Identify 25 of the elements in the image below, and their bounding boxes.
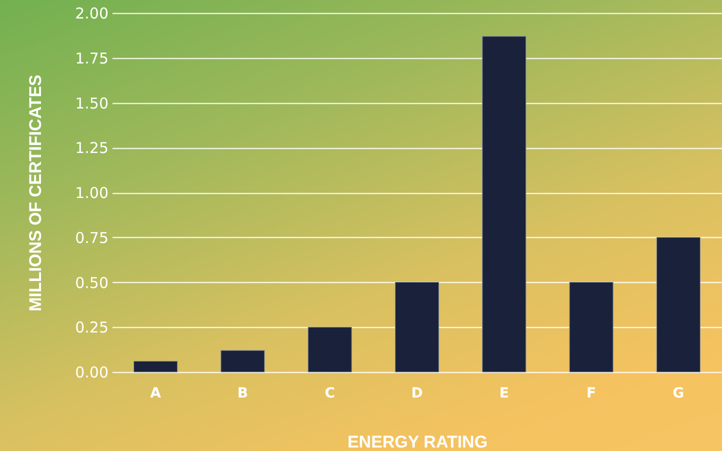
x-tick-label: F	[586, 386, 596, 402]
y-tick-label: 1.75	[75, 49, 108, 68]
bar	[482, 36, 526, 372]
y-axis-title: MILLIONS OF CERTIFICATES	[26, 74, 46, 312]
x-tick-label: E	[499, 386, 509, 402]
bar	[308, 326, 352, 372]
y-tick-label: 0.00	[75, 364, 108, 382]
y-tick-label: 1.50	[75, 94, 108, 112]
y-tick-label: 1.25	[75, 139, 108, 158]
x-axis-title: ENERGY RATING	[347, 432, 488, 451]
bar	[656, 237, 701, 372]
y-tick-label: 2.00	[75, 4, 108, 22]
bar	[394, 282, 440, 372]
bar	[569, 282, 614, 372]
y-tick-label: 1.00	[75, 184, 108, 202]
bar	[220, 350, 265, 372]
x-tick-label: B	[237, 386, 248, 402]
x-tick-label: C	[324, 386, 335, 402]
x-tick-label: D	[411, 386, 423, 402]
x-tick-label: G	[672, 386, 684, 402]
y-tick-label: 0.25	[75, 318, 108, 337]
bar	[133, 360, 178, 372]
y-tick-label: 0.75	[75, 228, 108, 247]
x-tick-label: A	[150, 386, 162, 402]
y-tick-label: 0.50	[75, 274, 108, 292]
